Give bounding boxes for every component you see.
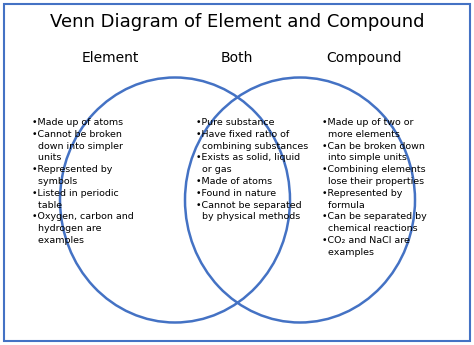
Text: •Made up of atoms
•Cannot be broken
  down into simpler
  units
•Represented by
: •Made up of atoms •Cannot be broken down… <box>32 118 134 245</box>
Text: Compound: Compound <box>326 51 402 65</box>
Text: Both: Both <box>221 51 253 65</box>
Text: •Made up of two or
  more elements
•Can be broken down
  into simple units
•Comb: •Made up of two or more elements •Can be… <box>322 118 427 257</box>
Text: •Pure substance
•Have fixed ratio of
  combining substances
•Exists as solid, li: •Pure substance •Have fixed ratio of com… <box>196 118 308 221</box>
Text: Venn Diagram of Element and Compound: Venn Diagram of Element and Compound <box>50 13 424 31</box>
Text: Element: Element <box>82 51 139 65</box>
